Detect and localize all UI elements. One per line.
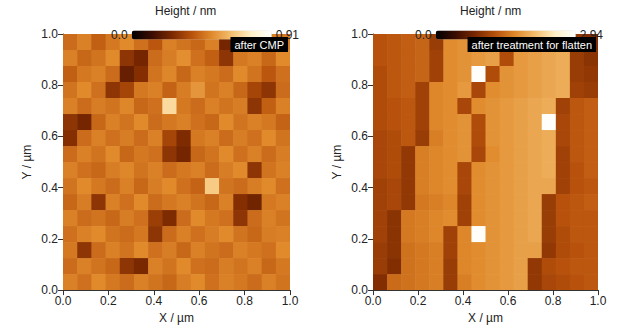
svg-text:0.0: 0.0 bbox=[365, 294, 382, 308]
svg-text:0.2: 0.2 bbox=[351, 232, 368, 246]
svg-text:0.8: 0.8 bbox=[236, 294, 253, 308]
svg-text:0.6: 0.6 bbox=[41, 129, 58, 143]
svg-text:0.4: 0.4 bbox=[41, 181, 58, 195]
svg-text:1.0: 1.0 bbox=[41, 27, 58, 41]
svg-text:0.4: 0.4 bbox=[145, 294, 162, 308]
svg-text:0.0: 0.0 bbox=[351, 283, 368, 298]
svg-text:Height / nm: Height / nm bbox=[155, 4, 216, 18]
svg-text:0.4: 0.4 bbox=[351, 181, 368, 195]
svg-text:Y / µm: Y / µm bbox=[330, 145, 344, 180]
svg-text:2.94: 2.94 bbox=[579, 28, 603, 42]
svg-text:0.8: 0.8 bbox=[545, 294, 562, 308]
svg-text:0.2: 0.2 bbox=[410, 294, 427, 308]
svg-text:X / µm: X / µm bbox=[159, 311, 194, 325]
svg-text:0.0: 0.0 bbox=[41, 283, 58, 298]
svg-text:0.4: 0.4 bbox=[455, 294, 472, 308]
svg-text:0.6: 0.6 bbox=[500, 294, 517, 308]
svg-text:0.91: 0.91 bbox=[275, 28, 299, 42]
svg-text:0.0: 0.0 bbox=[111, 28, 128, 42]
svg-text:0.8: 0.8 bbox=[41, 78, 58, 92]
svg-text:0.6: 0.6 bbox=[351, 129, 368, 143]
svg-text:0.2: 0.2 bbox=[41, 232, 58, 246]
svg-text:0.6: 0.6 bbox=[191, 294, 208, 308]
svg-text:Height / nm: Height / nm bbox=[460, 4, 521, 18]
svg-text:0.8: 0.8 bbox=[351, 78, 368, 92]
svg-text:1.0: 1.0 bbox=[590, 294, 607, 308]
svg-text:0.0: 0.0 bbox=[55, 294, 72, 308]
svg-text:after treatment for flatten: after treatment for flatten bbox=[472, 39, 592, 51]
svg-text:1.0: 1.0 bbox=[351, 27, 368, 41]
svg-text:0.0: 0.0 bbox=[415, 28, 432, 42]
svg-text:0.2: 0.2 bbox=[100, 294, 117, 308]
svg-text:after CMP: after CMP bbox=[234, 39, 284, 51]
svg-text:1.0: 1.0 bbox=[282, 294, 299, 308]
svg-text:X / µm: X / µm bbox=[468, 311, 503, 325]
svg-text:Y / µm: Y / µm bbox=[20, 145, 34, 180]
